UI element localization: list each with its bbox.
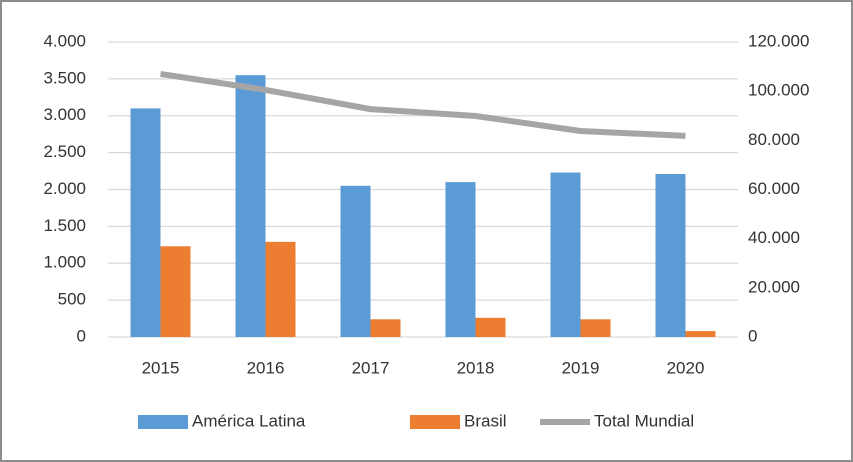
bar [160,246,191,337]
y-tick-label: 3.500 [43,68,86,87]
y2-tick-label: 60.000 [748,179,800,198]
y2-tick-label: 20.000 [748,277,800,296]
bar [265,241,296,337]
y-tick-label: 4.000 [43,31,86,50]
x-tick-label: 2018 [457,358,495,377]
y-tick-label: 2.500 [43,142,86,161]
bar [130,108,161,337]
bar [235,75,266,337]
line-series [160,70,686,139]
bar [445,182,476,337]
bar [655,174,686,337]
y-tick-label: 500 [58,290,86,309]
x-tick-label: 2017 [352,358,390,377]
bar [370,319,401,337]
legend-label: Total Mundial [594,411,694,430]
y2-tick-label: 120.000 [748,31,809,50]
bar [475,317,506,337]
legend-label: Brasil [464,411,507,430]
legend-swatch [410,415,460,429]
y2-tick-label: 0 [748,326,757,345]
legend-label: América Latina [192,411,306,430]
y-tick-label: 1.000 [43,253,86,272]
bar [340,185,371,337]
y-tick-label: 2.000 [43,179,86,198]
bar [550,172,581,337]
x-tick-label: 2016 [247,358,285,377]
y-tick-label: 3.000 [43,105,86,124]
bar [685,331,716,337]
x-tick-label: 2020 [667,358,705,377]
x-tick-label: 2019 [562,358,600,377]
legend-swatch [138,415,188,429]
y-tick-label: 0 [77,326,86,345]
y-tick-label: 1.500 [43,216,86,235]
y2-tick-label: 40.000 [748,228,800,247]
y2-tick-label: 80.000 [748,130,800,149]
y2-tick-label: 100.000 [748,81,809,100]
x-tick-label: 2015 [142,358,180,377]
bar [580,319,611,337]
